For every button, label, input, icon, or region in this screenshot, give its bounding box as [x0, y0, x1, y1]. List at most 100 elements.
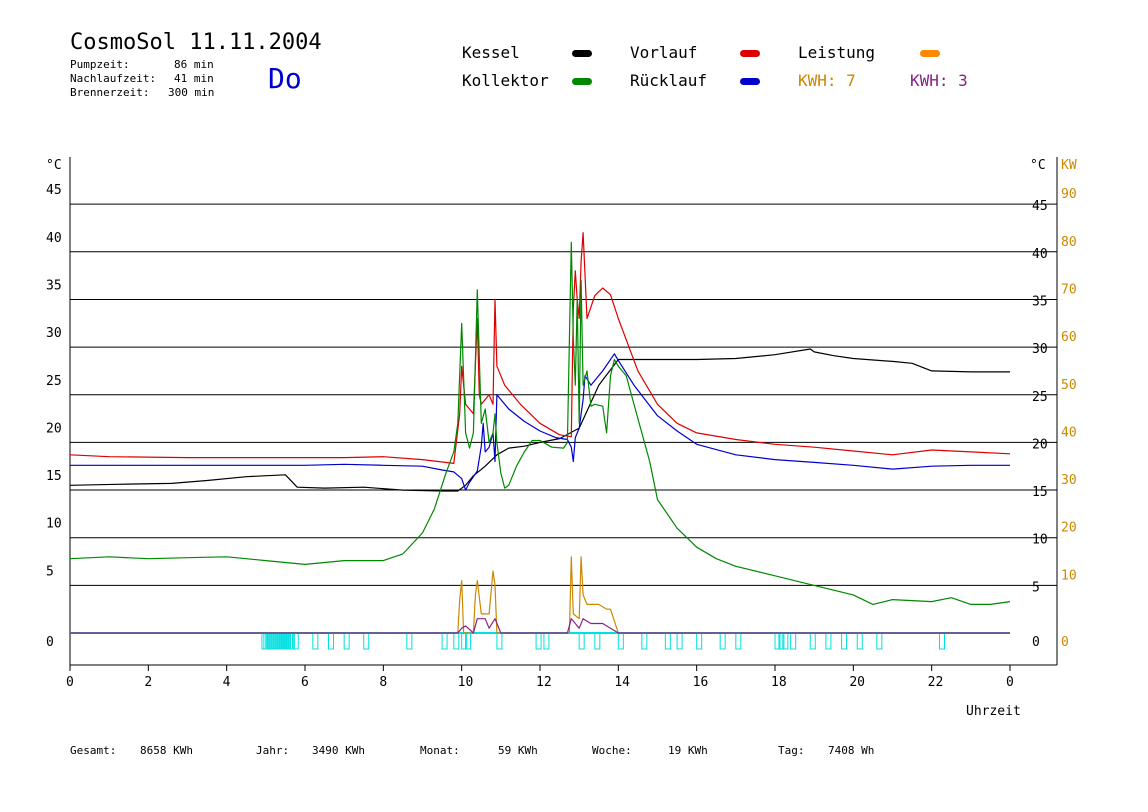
burner-mark [406, 632, 413, 650]
x-tick-label: 4 [223, 675, 231, 690]
y2-tick-label: 70 [1061, 282, 1077, 297]
y2-tick-label: 0 [1061, 635, 1069, 650]
y-tick-label-right: 15 [1032, 485, 1048, 500]
stat-brennerzeit: Brennerzeit: [70, 86, 150, 99]
legend-kwh-1: KWH: 7 [798, 71, 856, 90]
burner-mark [735, 632, 742, 650]
y-tick-label-left: 45 [46, 183, 62, 198]
y2-tick-label: 30 [1061, 473, 1077, 488]
y-tick-label-left: 35 [46, 278, 62, 293]
weekday-label: Do [268, 62, 302, 95]
footer-jahr-value: 3490 KWh [312, 744, 365, 757]
burner-mark [578, 632, 585, 650]
x-tick-label: 12 [536, 675, 552, 690]
x-tick-label: 8 [379, 675, 387, 690]
footer-tag-label: Tag: [778, 744, 805, 757]
stat-pumpzeit: Pumpzeit: [70, 58, 130, 71]
x-tick-label: 10 [458, 675, 474, 690]
burner-mark [343, 632, 350, 650]
x-tick-label: 0 [1006, 675, 1014, 690]
burner-mark [825, 632, 832, 650]
y-tick-label-right: 30 [1032, 342, 1048, 357]
x-tick-label: 2 [144, 675, 152, 690]
y-tick-label-right: 5 [1032, 580, 1040, 595]
burner-mark [841, 632, 848, 650]
y2-tick-label: 50 [1061, 378, 1077, 393]
y-tick-label-left: 20 [46, 421, 62, 436]
y-tick-label-left: 10 [46, 517, 62, 532]
legend-kessel: Kessel [462, 43, 520, 62]
footer-gesamt-value: 8658 KWh [140, 744, 193, 757]
legend-vorlauf-swatch [740, 50, 760, 57]
y2-tick-label: 40 [1061, 425, 1077, 440]
burner-mark [676, 632, 683, 650]
burner-mark [696, 632, 703, 650]
y-tick-label-right: 25 [1032, 390, 1048, 405]
burner-mark [535, 632, 542, 650]
burner-mark [441, 632, 448, 650]
burner-mark [594, 632, 601, 650]
page-title: CosmoSol 11.11.2004 [70, 30, 322, 55]
stat-nachlaufzeit-value: 41 min [174, 72, 214, 85]
burner-mark [312, 632, 319, 650]
x-axis-label: Uhrzeit [966, 704, 1021, 719]
burner-mark [496, 632, 503, 650]
burner-mark [719, 632, 726, 650]
y2-tick-label: 10 [1061, 568, 1077, 583]
series-line-kwh [70, 618, 1010, 634]
footer-woche-label: Woche: [592, 744, 632, 757]
y-tick-label-right: 45 [1032, 199, 1048, 214]
y-tick-label-right: 20 [1032, 437, 1048, 452]
x-tick-label: 18 [771, 675, 787, 690]
y2-tick-label: 60 [1061, 330, 1077, 345]
y-tick-label-right: 0 [1032, 635, 1040, 650]
burner-mark [664, 632, 671, 650]
y-axis-unit-right: °C [1030, 158, 1046, 173]
legend-vorlauf: Vorlauf [630, 43, 698, 62]
y2-tick-label: 20 [1061, 521, 1077, 536]
burner-mark [641, 632, 648, 650]
stat-pumpzeit-value: 86 min [174, 58, 214, 71]
y-tick-label-left: 30 [46, 326, 62, 341]
legend-kwh-2: KWH: 3 [910, 71, 968, 90]
burner-mark [809, 632, 816, 650]
stat-brennerzeit-value: 300 min [168, 86, 215, 99]
legend-ruecklauf-swatch [740, 78, 760, 85]
burner-mark [543, 632, 550, 650]
burner-mark [790, 632, 797, 650]
footer-monat-label: Monat: [420, 744, 460, 757]
footer-jahr-label: Jahr: [256, 744, 290, 757]
series-line-kollektor [69, 241, 1011, 606]
burner-mark [939, 632, 945, 650]
burner-mark [617, 632, 624, 650]
y-tick-label-left: 15 [46, 469, 62, 484]
burner-mark [856, 632, 863, 650]
footer-monat-value: 59 KWh [498, 744, 538, 757]
x-tick-label: 0 [66, 675, 74, 690]
y-tick-label-left: 25 [46, 374, 62, 389]
legend-leistung-swatch [920, 50, 940, 57]
y-tick-label-right: 40 [1032, 247, 1048, 262]
y-tick-label-left: 5 [46, 564, 54, 579]
footer-tag-value: 7408 Wh [828, 744, 875, 757]
x-tick-label: 16 [693, 675, 709, 690]
legend-kessel-swatch [572, 50, 592, 57]
series-line-rcklauf [70, 353, 1010, 491]
y2-tick-label: 90 [1061, 187, 1077, 202]
stat-nachlaufzeit: Nachlaufzeit: [70, 72, 157, 85]
y-tick-label-right: 35 [1032, 294, 1048, 309]
burner-mark [453, 632, 460, 650]
y-tick-label-right: 10 [1032, 533, 1048, 548]
x-tick-label: 6 [301, 675, 309, 690]
footer-gesamt-label: Gesamt: [70, 744, 117, 757]
legend-kollektor: Kollektor [462, 71, 549, 90]
y2-tick-label: 80 [1061, 235, 1077, 250]
series-line-leistung [70, 556, 1010, 634]
burner-mark [328, 632, 334, 650]
legend-ruecklauf: Rücklauf [630, 71, 708, 90]
series-line-kessel [69, 348, 1010, 492]
legend-leistung: Leistung [798, 43, 876, 62]
burner-mark [876, 632, 883, 650]
y2-axis-unit: KW [1061, 158, 1077, 173]
